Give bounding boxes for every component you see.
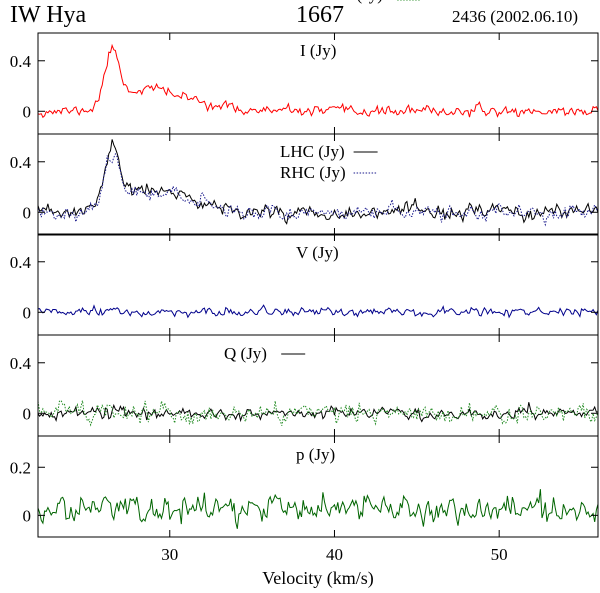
panel-LR: 0.4 0 LHC (Jy) RHC (Jy) <box>10 133 599 236</box>
panel-frame <box>37 133 599 236</box>
series-RHC <box>38 152 598 227</box>
y-tick-label: 0.4 <box>10 153 32 172</box>
y-tick-label: 0 <box>23 506 32 525</box>
series-LHC <box>38 139 598 225</box>
x-tick-label: 30 <box>161 545 178 564</box>
series-label-q: Q (Jy) <box>224 344 267 363</box>
series-label-p: p (Jy) <box>296 445 335 464</box>
transition-frequency: 1667 <box>296 2 344 28</box>
series-Q <box>38 402 598 423</box>
series-label-i: I (Jy) <box>300 41 336 60</box>
observation-epoch: 2436 (2002.06.10) <box>452 7 579 26</box>
series-label-u: U (Jy) <box>340 0 383 4</box>
panel-V: 0.4 0 V (Jy) <box>10 233 599 336</box>
panel-I: 0.4 0 I (Jy) <box>10 32 599 135</box>
y-tick-label: 0.4 <box>10 52 32 71</box>
series-I <box>38 43 598 119</box>
y-tick-label: 0 <box>23 404 32 423</box>
series-V <box>38 304 598 319</box>
y-tick-label: 0 <box>23 303 32 322</box>
x-axis-label: Velocity (km/s) <box>262 568 373 589</box>
y-tick-label: 0 <box>23 203 32 222</box>
y-tick-label: 0.4 <box>10 253 32 272</box>
panel-QU: 0.4 0 Q (Jy) U (Jy) <box>10 0 599 437</box>
x-tick-label: 40 <box>326 545 343 564</box>
series-label-lhc: LHC (Jy) <box>280 142 345 161</box>
series-p <box>38 489 598 529</box>
panel-p: 0.2 0 p (Jy) <box>10 435 599 538</box>
y-tick-label: 0.4 <box>10 354 32 373</box>
x-tick-label: 50 <box>491 545 508 564</box>
panel-frame <box>37 334 599 437</box>
star-name: IW Hya <box>10 2 87 28</box>
series-label-rhc: RHC (Jy) <box>280 163 346 182</box>
panel-frame <box>37 435 599 538</box>
y-tick-label: 0.2 <box>10 458 31 477</box>
y-tick-label: 0 <box>23 102 32 121</box>
series-label-v: V (Jy) <box>296 243 339 262</box>
